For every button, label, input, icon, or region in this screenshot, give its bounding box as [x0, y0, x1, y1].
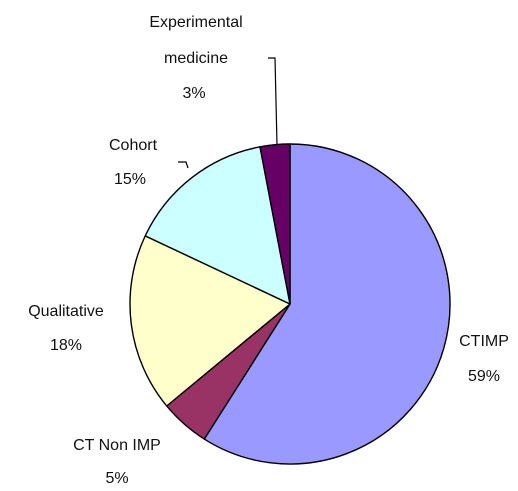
label-experimental-medicine-name-line2: medicine	[164, 50, 228, 67]
leader-lines	[178, 57, 278, 169]
slice-experimental-medicine	[259, 143, 291, 305]
leader-line-cohort	[178, 161, 189, 169]
label-ctimp-percent: 59%	[468, 368, 500, 385]
pie-slices	[129, 143, 451, 465]
slice-qualitative	[129, 235, 291, 407]
label-experimental-medicine-name-line1: Experimental	[149, 14, 242, 31]
slice-cohort	[144, 146, 291, 305]
label-qualitative-percent: 18%	[50, 337, 82, 354]
label-ctimp-name: CTIMP	[459, 333, 509, 350]
slice-ctimp	[203, 143, 451, 465]
label-experimental-medicine-percent: 3%	[182, 85, 205, 102]
label-ct-non-imp-percent: 5%	[105, 470, 128, 487]
leader-line-experimental-medicine	[268, 57, 278, 146]
label-ct-non-imp-name: CT Non IMP	[73, 437, 161, 454]
label-cohort-percent: 15%	[114, 171, 146, 188]
label-qualitative-name: Qualitative	[28, 303, 104, 320]
label-cohort-name: Cohort	[109, 137, 158, 154]
data-labels: Experimental medicine 3% Cohort 15% Qual…	[28, 14, 509, 487]
